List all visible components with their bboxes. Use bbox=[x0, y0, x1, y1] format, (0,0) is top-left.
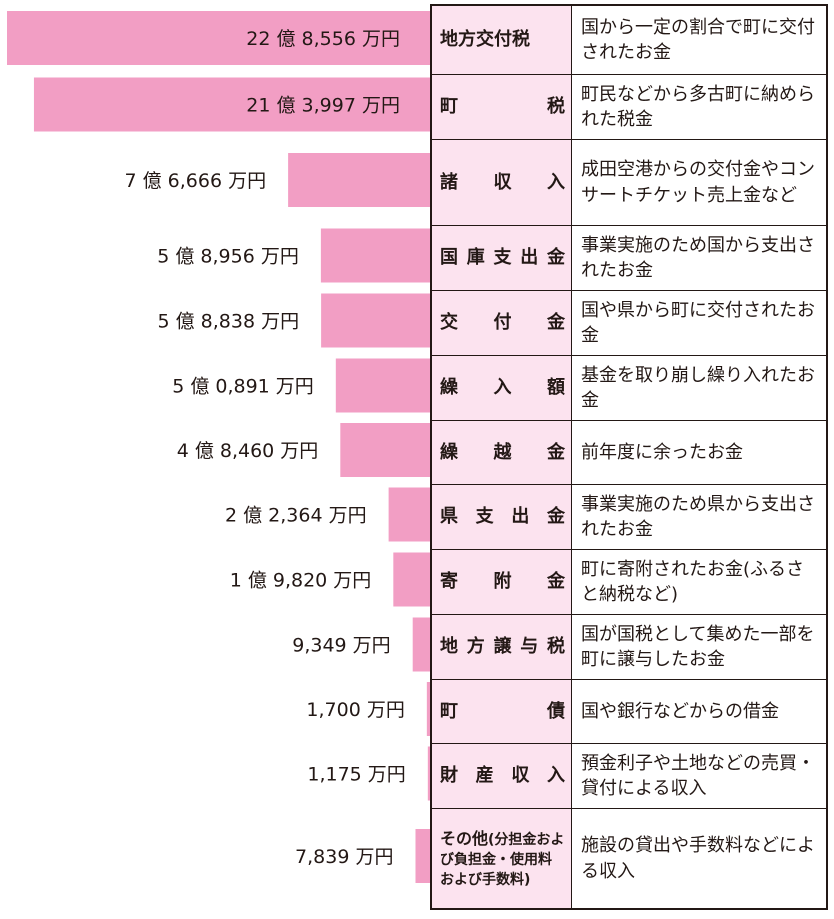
category-label: 諸収入 bbox=[432, 140, 572, 225]
bar-value-label: 21 億 3,997 万円 bbox=[246, 95, 400, 117]
table-row: その他(分担金および負担金・使用料および手数料) 施設の貸出や手数料などによる収… bbox=[432, 808, 826, 908]
bar bbox=[33, 77, 430, 132]
table-row: 県支出金 事業実施のため県から支出されたお金 bbox=[432, 484, 826, 549]
category-label: 寄附金 bbox=[432, 550, 572, 614]
bar bbox=[393, 552, 430, 607]
category-label: 国庫支出金 bbox=[432, 226, 572, 290]
category-description: 基金を取り崩し繰り入れたお金 bbox=[581, 364, 815, 411]
category-description: 施設の貸出や手数料などによる収入 bbox=[581, 835, 815, 882]
category-description: 国が国税として集めた一部を町に譲与したお金 bbox=[581, 623, 815, 670]
category-label: 町税 bbox=[432, 75, 572, 139]
bar bbox=[320, 228, 430, 283]
bar-value-label: 9,349 万円 bbox=[292, 635, 390, 657]
category-description: 国や銀行などからの借金 bbox=[581, 700, 779, 722]
table-row: 諸収入 成田空港からの交付金やコンサートチケット売上金など bbox=[432, 139, 826, 225]
bar bbox=[288, 153, 430, 207]
category-label: 財産収入 bbox=[432, 744, 572, 808]
table-row: 繰入額 基金を取り崩し繰り入れたお金 bbox=[432, 355, 826, 420]
table-row: 地方交付税 国から一定の割合で町に交付されたお金 bbox=[432, 6, 826, 74]
category-description: 成田空港からの交付金やコンサートチケット売上金など bbox=[581, 159, 815, 206]
revenue-category-table: 地方交付税 国から一定の割合で町に交付されたお金 町税 町民などから多古町に納め… bbox=[430, 4, 828, 910]
category-description: 国や県から町に交付されたお金 bbox=[581, 299, 815, 346]
category-label: その他(分担金および負担金・使用料および手数料) bbox=[432, 809, 572, 908]
bar-value-label: 1,175 万円 bbox=[307, 764, 405, 786]
bar-value-label: 5 億 8,838 万円 bbox=[157, 311, 299, 333]
bar-value-label: 1 億 9,820 万円 bbox=[230, 570, 372, 592]
category-description: 預金利子や土地などの売買・貸付による収入 bbox=[581, 752, 815, 799]
bar bbox=[321, 293, 430, 348]
table-row: 寄附金 町に寄附されたお金(ふるさと納税など) bbox=[432, 549, 826, 614]
category-description: 国から一定の割合で町に交付されたお金 bbox=[581, 16, 815, 63]
category-label: 交付金 bbox=[432, 291, 572, 355]
table-row: 町債 国や銀行などからの借金 bbox=[432, 679, 826, 743]
category-description: 前年度に余ったお金 bbox=[581, 441, 743, 463]
category-label: 繰越金 bbox=[432, 421, 572, 484]
bar bbox=[340, 423, 430, 477]
bar-value-label: 2 億 2,364 万円 bbox=[225, 505, 367, 527]
category-label: 地方譲与税 bbox=[432, 615, 572, 679]
category-description: 事業実施のため県から支出されたお金 bbox=[581, 493, 815, 540]
bar bbox=[415, 829, 430, 883]
table-row: 地方譲与税 国が国税として集めた一部を町に譲与したお金 bbox=[432, 614, 826, 679]
bar-value-label: 5 億 8,956 万円 bbox=[157, 246, 299, 268]
bar bbox=[426, 682, 430, 736]
table-row: 繰越金 前年度に余ったお金 bbox=[432, 420, 826, 484]
category-description: 事業実施のため国から支出されたお金 bbox=[581, 234, 815, 281]
table-row: 財産収入 預金利子や土地などの売買・貸付による収入 bbox=[432, 743, 826, 808]
category-description: 町に寄附されたお金(ふるさと納税など) bbox=[581, 558, 805, 605]
bar-value-label: 7 億 6,666 万円 bbox=[125, 170, 267, 192]
bar bbox=[427, 746, 430, 801]
bar bbox=[388, 487, 430, 542]
bar-value-label: 1,700 万円 bbox=[306, 699, 404, 721]
table-row: 交付金 国や県から町に交付されたお金 bbox=[432, 290, 826, 355]
bar-value-label: 4 億 8,460 万円 bbox=[177, 440, 319, 462]
category-label: 地方交付税 bbox=[432, 6, 572, 74]
bar bbox=[412, 617, 430, 672]
category-label: 繰入額 bbox=[432, 356, 572, 420]
table-row: 町税 町民などから多古町に納められた税金 bbox=[432, 74, 826, 139]
category-label: 県支出金 bbox=[432, 485, 572, 549]
bar-value-label: 22 億 8,556 万円 bbox=[246, 28, 400, 50]
bar-value-label: 7,839 万円 bbox=[295, 846, 393, 868]
bar bbox=[335, 358, 430, 413]
category-description: 町民などから多古町に納められた税金 bbox=[581, 83, 815, 130]
bar bbox=[7, 11, 430, 65]
category-label: 町債 bbox=[432, 680, 572, 743]
table-row: 国庫支出金 事業実施のため国から支出されたお金 bbox=[432, 225, 826, 290]
bar-value-label: 5 億 0,891 万円 bbox=[172, 376, 314, 398]
